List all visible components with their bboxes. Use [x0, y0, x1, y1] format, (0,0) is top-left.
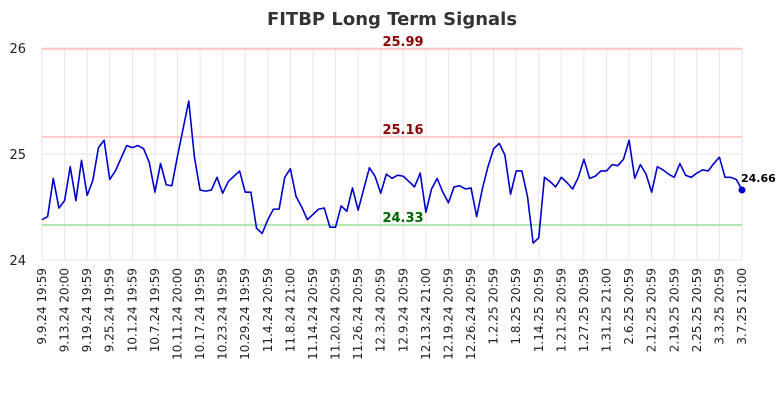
x-tick-label: 2.19.25 20:59 — [667, 268, 681, 352]
y-tick-label: 24 — [9, 254, 26, 269]
last-value-point — [738, 186, 746, 194]
x-tick-label: 2.12.25 20:59 — [645, 268, 659, 352]
x-tick-label: 3.7.25 21:00 — [735, 268, 749, 345]
series-group: 24.66 — [41, 100, 776, 244]
x-tick-label: 9.19.24 19:59 — [80, 268, 94, 352]
x-tick-label: 10.11.24 20:00 — [170, 268, 184, 360]
x-tick-label: 11.8.24 21:00 — [283, 268, 297, 352]
x-tick-label: 11.26.24 20:59 — [351, 268, 365, 360]
x-tick-label: 10.7.24 19:59 — [148, 268, 162, 352]
x-axis: 9.9.24 19:59 9.13.24 20:00 9.19.24 19:59 9.… — [35, 268, 749, 360]
x-tick-label: 12.13.24 21:00 — [419, 268, 433, 360]
x-tick-label: 12.9.24 20:59 — [396, 268, 410, 352]
x-tick-label: 12.26.24 20:59 — [464, 268, 478, 360]
x-tick-label: 11.20.24 20:59 — [329, 268, 343, 360]
x-tick-label: 9.9.24 19:59 — [35, 268, 49, 345]
x-tick-label: 1.8.25 20:59 — [509, 268, 523, 345]
x-tick-label: 12.19.24 20:59 — [441, 268, 455, 360]
x-tick-label: 11.14.24 20:59 — [306, 268, 320, 360]
x-tick-label: 2.6.25 20:59 — [622, 268, 636, 345]
x-tick-label: 10.29.24 19:59 — [238, 268, 252, 360]
y-tick-label: 25 — [9, 148, 26, 163]
x-tick-label: 2.25.25 20:59 — [690, 268, 704, 352]
x-tick-label: 1.2.25 20:59 — [487, 268, 501, 345]
x-tick-label: 1.14.25 20:59 — [532, 268, 546, 352]
x-tick-label: 1.21.25 20:59 — [554, 268, 568, 352]
last-value-label: 24.66 — [741, 172, 776, 185]
x-tick-label: 1.31.25 21:00 — [600, 268, 614, 352]
chart-title: FITBP Long Term Signals — [267, 9, 517, 30]
y-axis: 24 25 26 — [9, 42, 26, 269]
x-tick-label: 3.3.25 20:59 — [712, 268, 726, 345]
x-tick-label: 11.4.24 20:59 — [261, 268, 275, 352]
lower-signal-label: 24.33 — [382, 211, 423, 226]
x-tick-label: 10.1.24 19:59 — [125, 268, 139, 352]
x-tick-label: 9.25.24 19:59 — [103, 268, 117, 352]
x-tick-label: 10.17.24 19:59 — [193, 268, 207, 360]
x-tick-label: 9.13.24 20:00 — [58, 268, 72, 352]
upper-signal-label: 25.99 — [382, 35, 423, 50]
x-tick-label: 1.27.25 20:59 — [577, 268, 591, 352]
x-tick-label: 10.23.24 19:59 — [216, 268, 230, 360]
y-tick-label: 26 — [9, 42, 26, 57]
reference-lines: 25.99 25.16 24.33 — [42, 35, 742, 226]
series-line — [41, 100, 743, 244]
upper-signal-label: 25.16 — [382, 123, 423, 138]
x-tick-label: 12.3.24 20:59 — [374, 268, 388, 352]
